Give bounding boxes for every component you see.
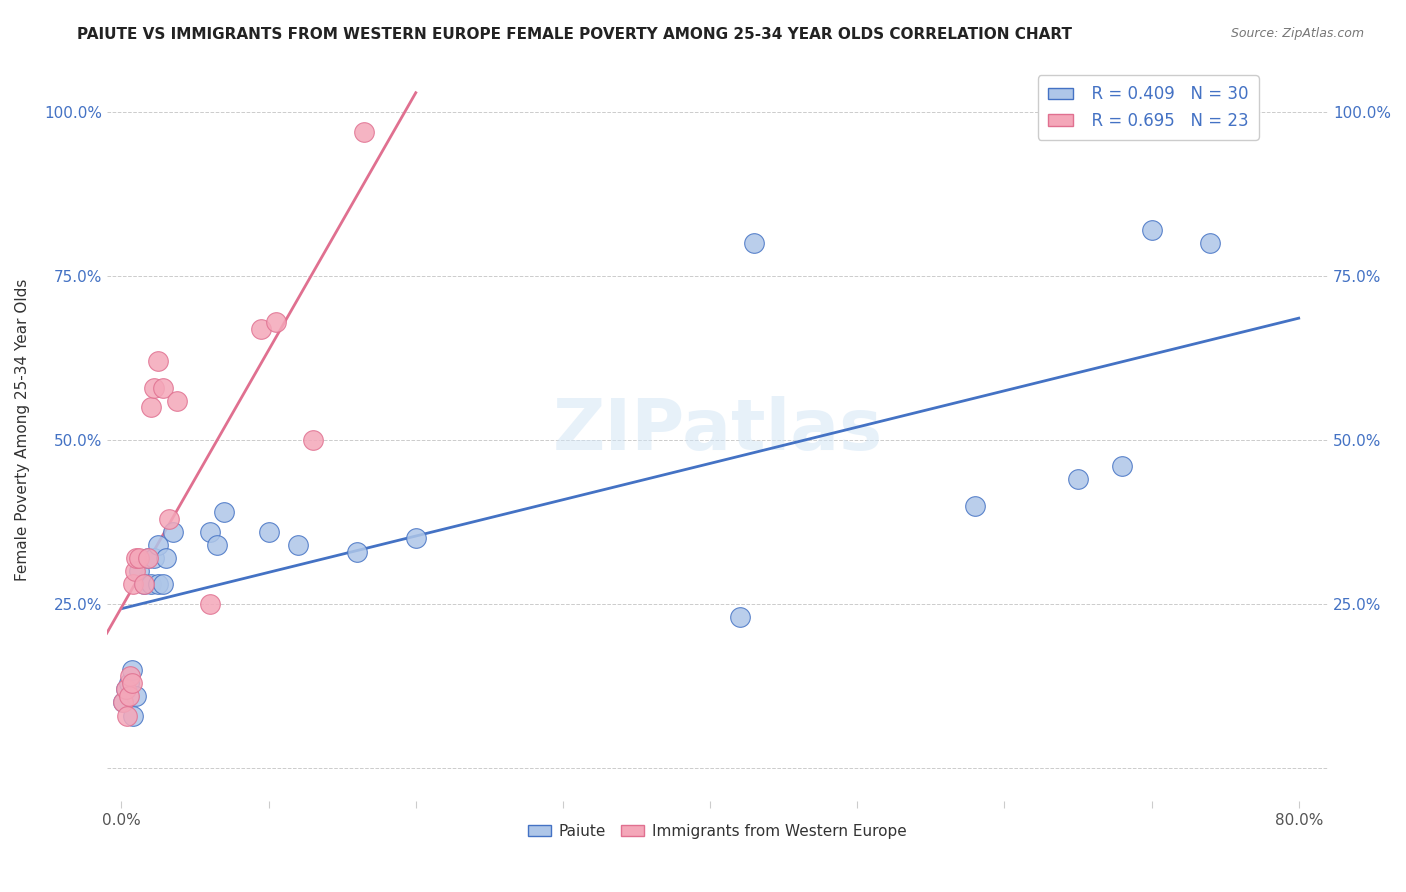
Point bbox=[214, 505, 236, 519]
Point bbox=[1111, 459, 1133, 474]
Point bbox=[122, 708, 145, 723]
Point bbox=[142, 551, 165, 566]
Point bbox=[287, 538, 309, 552]
Point bbox=[148, 577, 170, 591]
Point bbox=[148, 354, 170, 368]
Legend: Paiute, Immigrants from Western Europe: Paiute, Immigrants from Western Europe bbox=[522, 818, 912, 845]
Point bbox=[152, 381, 174, 395]
Point bbox=[301, 433, 323, 447]
Point bbox=[1067, 472, 1090, 486]
Point bbox=[139, 577, 162, 591]
Point bbox=[963, 499, 986, 513]
Point bbox=[205, 538, 228, 552]
Point bbox=[257, 524, 280, 539]
Point bbox=[166, 393, 188, 408]
Point bbox=[742, 236, 765, 251]
Point bbox=[121, 675, 143, 690]
Point bbox=[198, 524, 221, 539]
Point bbox=[117, 708, 139, 723]
Point bbox=[346, 544, 368, 558]
Point bbox=[128, 564, 150, 578]
Point bbox=[264, 315, 287, 329]
Point bbox=[124, 564, 146, 578]
Point bbox=[118, 675, 141, 690]
Point bbox=[132, 577, 155, 591]
Point bbox=[128, 551, 150, 566]
Text: Source: ZipAtlas.com: Source: ZipAtlas.com bbox=[1230, 27, 1364, 40]
Point bbox=[148, 538, 170, 552]
Point bbox=[250, 321, 273, 335]
Point bbox=[1199, 236, 1222, 251]
Point bbox=[125, 689, 148, 703]
Point bbox=[1140, 223, 1163, 237]
Point bbox=[142, 381, 165, 395]
Point bbox=[115, 682, 138, 697]
Point bbox=[125, 551, 148, 566]
Point bbox=[121, 663, 143, 677]
Y-axis label: Female Poverty Among 25-34 Year Olds: Female Poverty Among 25-34 Year Olds bbox=[15, 279, 30, 582]
Point bbox=[139, 401, 162, 415]
Point bbox=[122, 577, 145, 591]
Point bbox=[162, 524, 184, 539]
Point bbox=[120, 669, 142, 683]
Point bbox=[136, 551, 159, 566]
Point bbox=[152, 577, 174, 591]
Text: PAIUTE VS IMMIGRANTS FROM WESTERN EUROPE FEMALE POVERTY AMONG 25-34 YEAR OLDS CO: PAIUTE VS IMMIGRANTS FROM WESTERN EUROPE… bbox=[77, 27, 1073, 42]
Point bbox=[132, 577, 155, 591]
Point bbox=[353, 125, 375, 139]
Point bbox=[157, 512, 180, 526]
Point bbox=[111, 696, 134, 710]
Text: ZIPatlas: ZIPatlas bbox=[553, 396, 883, 465]
Point bbox=[136, 551, 159, 566]
Point bbox=[198, 597, 221, 611]
Point bbox=[405, 532, 427, 546]
Point bbox=[118, 689, 141, 703]
Point bbox=[115, 682, 138, 697]
Point bbox=[728, 610, 751, 624]
Point bbox=[155, 551, 177, 566]
Point bbox=[111, 696, 134, 710]
